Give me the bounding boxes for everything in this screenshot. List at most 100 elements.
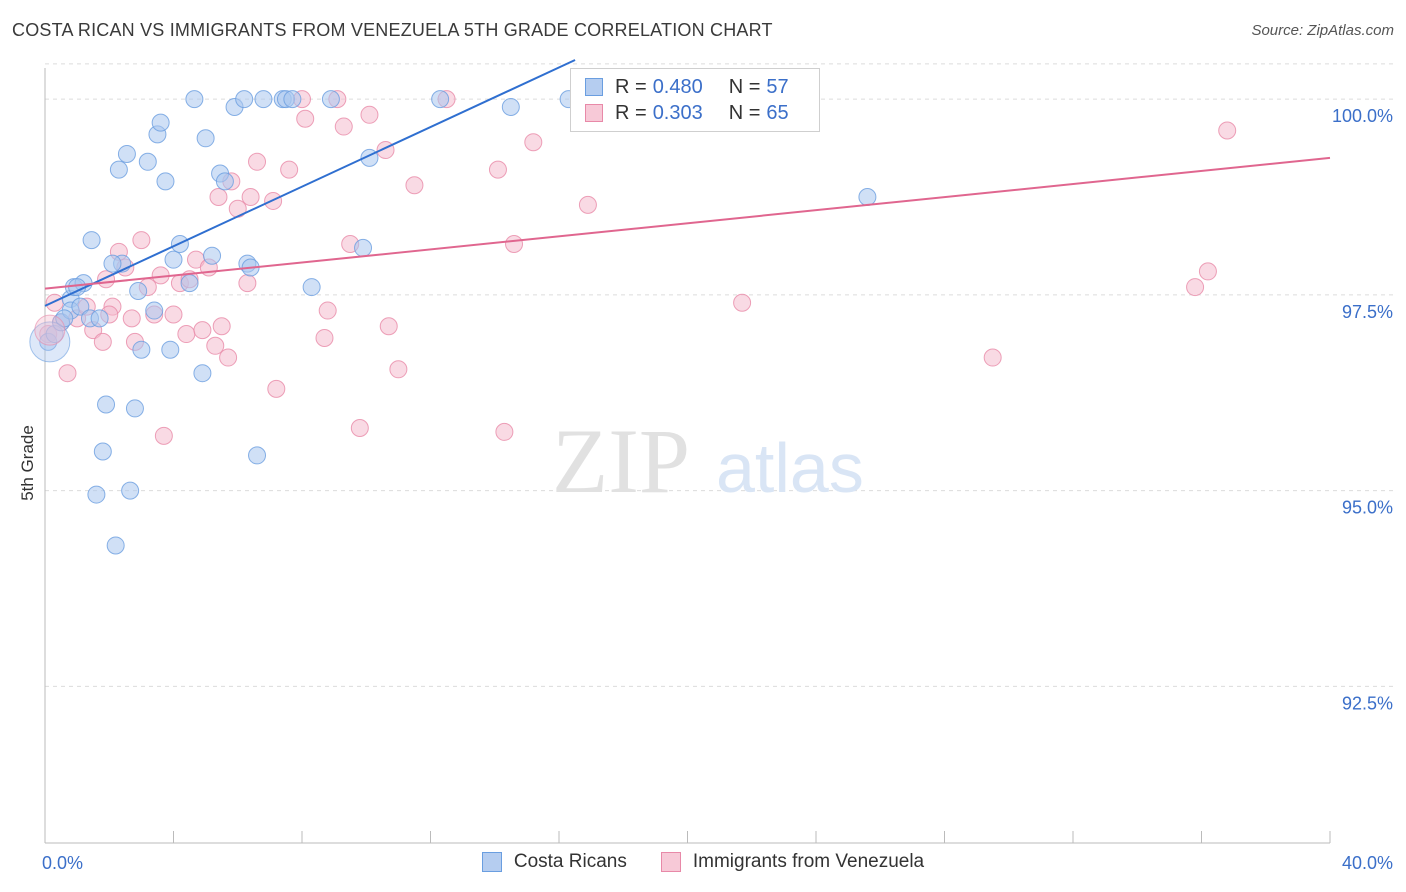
tick-labels: 92.5% 95.0% 97.5% 100.0% 0.0% 40.0% <box>42 106 1393 873</box>
data-point <box>215 172 234 191</box>
data-point <box>248 152 267 171</box>
data-point <box>238 274 257 293</box>
data-point <box>97 395 116 414</box>
data-point <box>93 332 112 351</box>
data-point <box>29 321 71 363</box>
data-point <box>145 301 164 320</box>
legend-row-costa-ricans: R = 0.480 N = 57 <box>585 74 789 100</box>
data-point <box>501 97 520 116</box>
data-point <box>858 188 877 207</box>
y-tick-label: 92.5% <box>1342 693 1393 713</box>
data-point <box>180 274 199 293</box>
y-tick-label: 95.0% <box>1342 498 1393 518</box>
data-point <box>405 176 424 195</box>
data-point <box>379 317 398 336</box>
y-tick-label: 97.5% <box>1342 302 1393 322</box>
data-point <box>983 348 1002 367</box>
legend-swatch-blue <box>481 852 502 872</box>
legend-r-label: R = <box>615 101 647 124</box>
data-point <box>132 231 151 250</box>
legend-n-value: 57 <box>766 75 789 98</box>
data-point <box>90 309 109 328</box>
data-point <box>334 117 353 136</box>
data-point <box>138 152 157 171</box>
data-point <box>164 305 183 324</box>
data-point <box>488 160 507 179</box>
data-point <box>109 160 128 179</box>
data-point <box>151 113 170 132</box>
data-point <box>129 281 148 300</box>
legend-n-label: N = <box>728 75 761 98</box>
data-point <box>154 426 173 445</box>
data-point <box>354 238 373 257</box>
legend-r-value: 0.480 <box>652 75 703 98</box>
data-point <box>360 105 379 124</box>
data-point <box>318 301 337 320</box>
data-point <box>196 129 215 148</box>
trend-lines <box>44 59 1331 307</box>
legend-item-costa-ricans[interactable]: Costa Ricans <box>481 851 627 873</box>
source-credit: Source: ZipAtlas.com <box>1251 22 1394 39</box>
y-axis-label: 5th Grade <box>18 425 37 501</box>
data-point <box>117 144 136 163</box>
data-point <box>1198 262 1217 281</box>
x-tick-label: 40.0% <box>1342 853 1393 873</box>
legend-swatch-pink <box>585 104 603 122</box>
legend-r-label: R = <box>615 75 647 98</box>
data-point <box>296 109 315 128</box>
data-point <box>58 364 77 383</box>
data-point <box>161 340 180 359</box>
legend-label-costa-ricans: Costa Ricans <box>513 851 627 872</box>
data-point <box>209 188 228 207</box>
data-point <box>219 348 238 367</box>
data-point <box>185 90 204 109</box>
data-point <box>241 188 260 207</box>
data-point <box>203 246 222 265</box>
data-point <box>82 231 101 250</box>
data-point <box>505 235 524 254</box>
data-point <box>578 195 597 214</box>
legend-n-label: N = <box>728 101 761 124</box>
legend-item-venezuela[interactable]: Immigrants from Venezuela <box>660 851 925 873</box>
legend-row-venezuela: R = 0.303 N = 65 <box>585 100 789 126</box>
data-point <box>350 419 369 438</box>
data-point <box>106 536 125 555</box>
data-point <box>122 309 141 328</box>
data-point <box>321 90 340 109</box>
data-point <box>103 254 122 273</box>
data-point <box>1186 278 1205 297</box>
data-point <box>164 250 183 269</box>
data-point <box>177 325 196 344</box>
data-point <box>125 399 144 418</box>
data-point <box>495 422 514 441</box>
y-tick-label: 100.0% <box>1332 106 1393 126</box>
data-point <box>87 485 106 504</box>
data-point <box>212 317 231 336</box>
watermark-atlas: atlas <box>716 429 864 507</box>
data-point <box>280 160 299 179</box>
data-point <box>193 321 212 340</box>
data-point <box>193 364 212 383</box>
data-point <box>524 133 543 152</box>
data-point <box>71 297 90 316</box>
legend-r-value: 0.303 <box>652 101 703 124</box>
legend-swatch-blue <box>585 78 603 96</box>
trend-line <box>44 156 1331 290</box>
data-point <box>389 360 408 379</box>
data-point <box>315 328 334 347</box>
legend-label-venezuela: Immigrants from Venezuela <box>692 851 925 872</box>
data-point <box>267 379 286 398</box>
legend-n-value: 65 <box>766 101 789 124</box>
data-point <box>132 340 151 359</box>
correlation-legend: R = 0.480 N = 57 R = 0.303 N = 65 <box>570 68 820 132</box>
chart-title: COSTA RICAN VS IMMIGRANTS FROM VENEZUELA… <box>12 20 773 40</box>
data-point <box>733 293 752 312</box>
data-point <box>206 336 225 355</box>
data-point <box>93 442 112 461</box>
data-point <box>1218 121 1237 140</box>
data-point <box>34 314 66 346</box>
data-point <box>235 90 254 109</box>
data-point <box>302 278 321 297</box>
x-tick-label: 0.0% <box>42 853 83 873</box>
